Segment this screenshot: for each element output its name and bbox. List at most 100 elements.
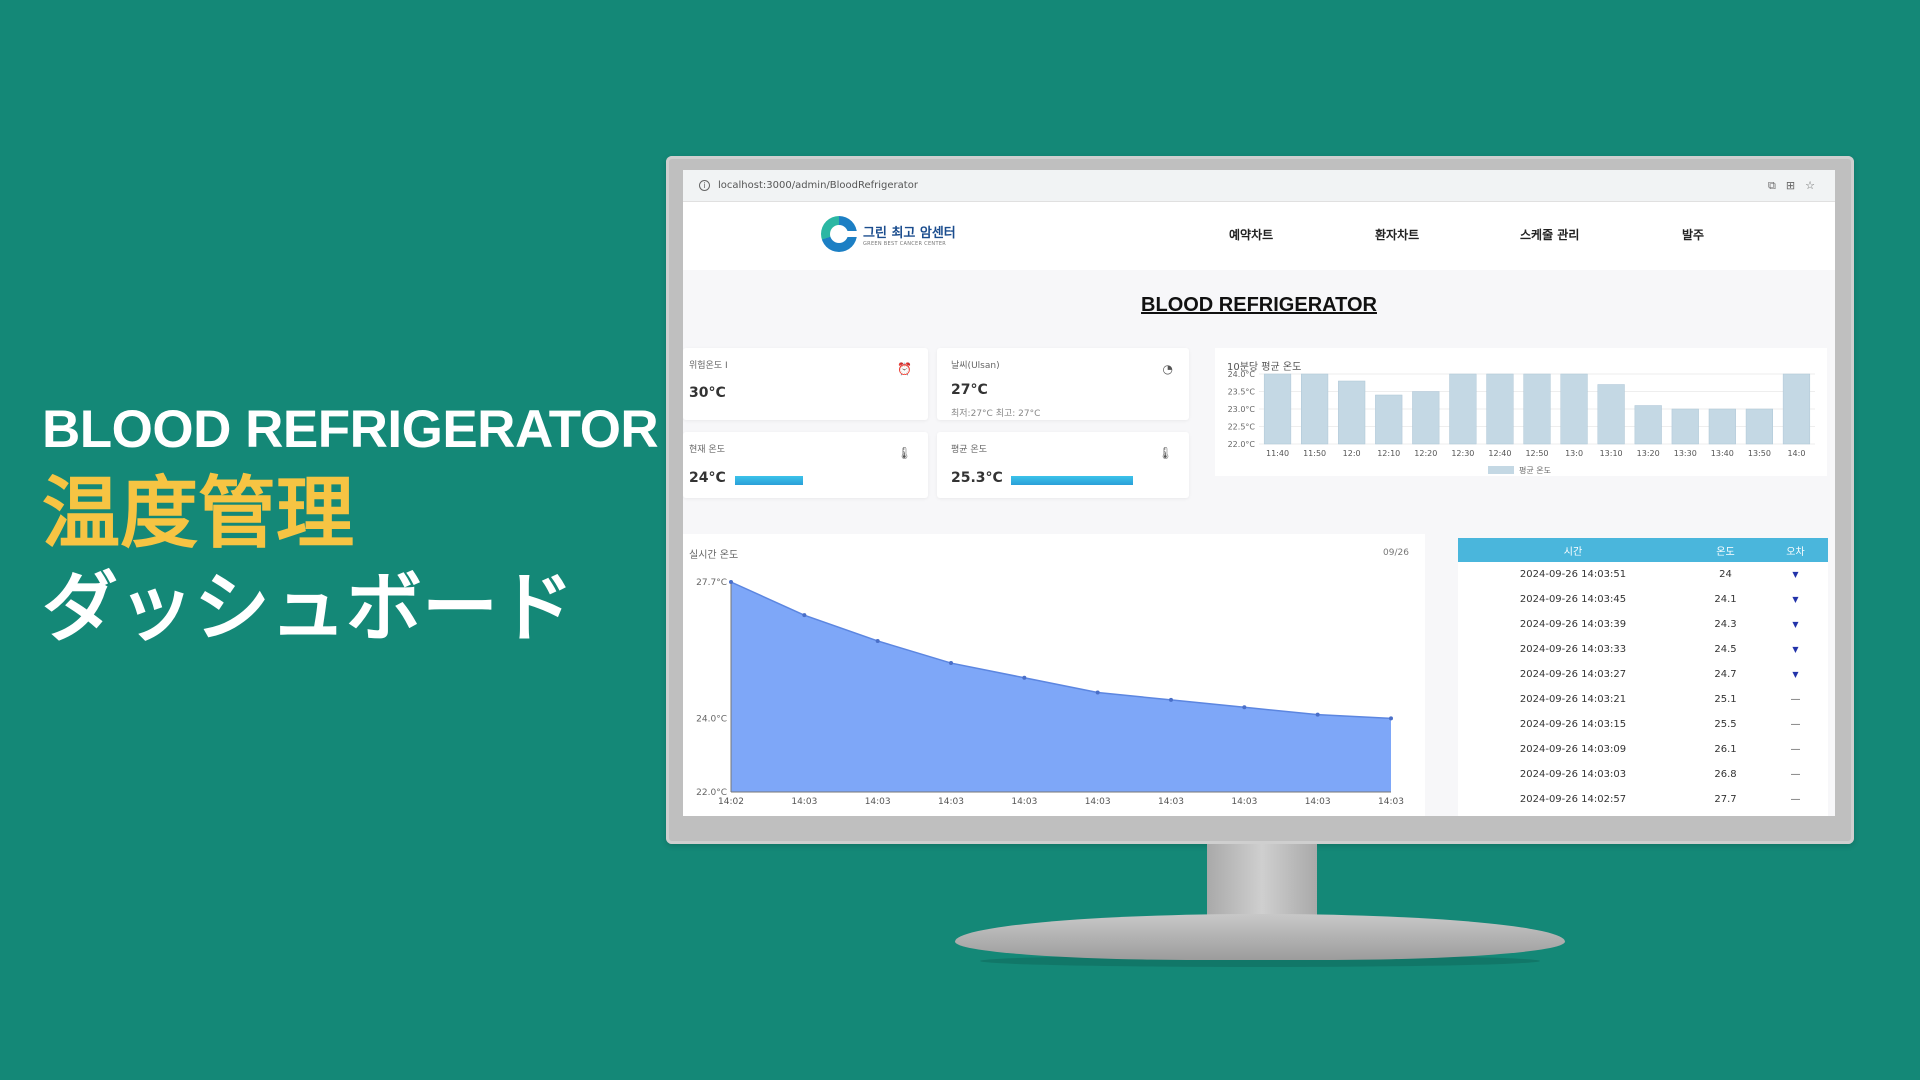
- area-chart-title: 실시간 온도: [689, 550, 739, 561]
- site-info-icon[interactable]: i: [699, 180, 710, 191]
- down-arrow-icon: ▼: [1792, 595, 1799, 604]
- row-temp: 24.5: [1714, 644, 1737, 655]
- current-temp-level-bar: [735, 476, 803, 485]
- site-header: 그린 최고 암센터 GREEN BEST CANCER CENTER 예약차트 …: [683, 202, 1835, 270]
- site-logo[interactable]: 그린 최고 암센터 GREEN BEST CANCER CENTER: [821, 216, 956, 252]
- area-point: [1389, 716, 1393, 721]
- row-temp: 25.5: [1714, 719, 1737, 730]
- row-temp: 25.1: [1714, 694, 1737, 705]
- table-row: 2024-09-26 14:03:33 24.5 ▼: [1458, 637, 1828, 662]
- row-temp: 24.7: [1714, 669, 1737, 680]
- bar: [1375, 394, 1403, 445]
- nav-order[interactable]: 발주: [1682, 228, 1705, 242]
- bar-x-tick-label: 12:30: [1451, 449, 1474, 458]
- browser-url-bar[interactable]: i localhost:3000/admin/BloodRefrigerator…: [683, 170, 1835, 202]
- dash-icon: —: [1790, 794, 1801, 805]
- nav-schedule-management[interactable]: 스케줄 관리: [1520, 228, 1580, 242]
- thermometer-icon: 🌡: [1157, 446, 1173, 460]
- dash-icon: —: [1790, 694, 1801, 705]
- bar-y-tick-label: 23.0°C: [1228, 405, 1256, 414]
- temperature-log-table: 시간 온도 오차 2024-09-26 14:03:51 24 ▼ 2024-09-2…: [1458, 538, 1828, 816]
- bar-chart-title: 10분당 평균 온도: [1227, 362, 1302, 373]
- dash-icon: —: [1790, 719, 1801, 730]
- area-fill: [731, 582, 1391, 792]
- nav-patient-chart[interactable]: 환자차트: [1375, 228, 1420, 242]
- row-temp: 26.1: [1714, 744, 1737, 755]
- table-body: 2024-09-26 14:03:51 24 ▼ 2024-09-26 14:03:4…: [1458, 562, 1828, 812]
- bookmark-star-icon[interactable]: ☆: [1805, 179, 1815, 192]
- bar-x-tick-label: 13:10: [1600, 449, 1623, 458]
- bar-y-tick-label: 24.0°C: [1228, 370, 1256, 379]
- bar-chart-svg: 24.0°C 23.5°C 23.0°C 22.5°C 22.0°C 11:40 11:50…: [1228, 370, 1815, 475]
- row-time: 2024-09-26 14:03:33: [1519, 644, 1627, 655]
- bar-x-tick-label: 13:50: [1748, 449, 1771, 458]
- avg-temp-bar-chart-card: 10분당 평균 온도 24.0°C 23.5°C 23.0°C 22.5°C 22.0°…: [1215, 348, 1827, 476]
- danger-temp-value: 30°C: [689, 385, 726, 401]
- row-time: 2024-09-26 14:03:15: [1519, 719, 1627, 730]
- table-row: 2024-09-26 14:03:09 26.1 —: [1458, 737, 1828, 762]
- row-time: 2024-09-26 14:02:57: [1519, 794, 1627, 805]
- area-x-tick-label: 14:02: [718, 797, 744, 807]
- area-point: [1242, 705, 1247, 710]
- table-row: 2024-09-26 14:03:39 24.3 ▼: [1458, 612, 1828, 637]
- bar-x-tick-label: 13:30: [1674, 449, 1697, 458]
- bar-legend-swatch: [1488, 466, 1514, 474]
- area-point: [729, 580, 733, 584]
- row-time: 2024-09-26 14:03:03: [1519, 769, 1627, 780]
- average-temp-label: 평균 온도: [951, 445, 987, 455]
- average-temp-card: 평균 온도 25.3°C 🌡: [937, 432, 1189, 498]
- area-point: [1315, 712, 1320, 717]
- row-time: 2024-09-26 14:03:27: [1519, 669, 1627, 680]
- area-x-tick-label: 14:03: [1011, 797, 1037, 807]
- weather-label: 날씨(Ulsan): [951, 361, 1000, 371]
- bar: [1412, 391, 1440, 445]
- row-temp: 24.1: [1714, 594, 1737, 605]
- down-arrow-icon: ▼: [1792, 620, 1799, 629]
- logo-mark-icon: [821, 216, 857, 252]
- promo-title-jp: 温度管理: [42, 469, 355, 559]
- dash-icon: —: [1790, 769, 1801, 780]
- alarm-icon: ⏰: [897, 362, 912, 376]
- area-x-tick-label: 14:03: [1231, 797, 1257, 807]
- bar: [1560, 373, 1588, 445]
- area-y-tick-label: 24.0°C: [696, 714, 727, 724]
- bar: [1782, 373, 1811, 445]
- row-temp: 24.3: [1714, 619, 1737, 630]
- bar-y-tick-label: 23.5°C: [1228, 388, 1256, 397]
- area-x-tick-label: 14:03: [1085, 797, 1111, 807]
- monitor-screen: i localhost:3000/admin/BloodRefrigerator…: [683, 170, 1835, 816]
- install-app-icon[interactable]: ⧉: [1768, 179, 1776, 192]
- danger-temp-card: 위험온도 I 30°C ⏰: [683, 348, 928, 420]
- col-header-temp: 온도: [1716, 546, 1735, 558]
- area-x-tick-label: 14:03: [791, 797, 817, 807]
- area-point: [949, 661, 953, 666]
- bar-x-tick-label: 12:0: [1343, 449, 1361, 458]
- bar-x-tick-label: 12:10: [1377, 449, 1400, 458]
- url-text[interactable]: localhost:3000/admin/BloodRefrigerator: [718, 180, 918, 191]
- row-temp: 24: [1719, 569, 1732, 580]
- logo-name-en: GREEN BEST CANCER CENTER: [863, 240, 947, 247]
- realtime-temp-chart-card: 실시간 온도 09/26 27.7°C 24.0°C 22.0°C 14:02 14:0…: [683, 534, 1425, 816]
- area-point: [1169, 697, 1173, 702]
- bar: [1338, 380, 1366, 445]
- promo-subtitle-jp: ダッシュボード: [42, 563, 574, 652]
- area-y-tick-label: 22.0°C: [696, 788, 727, 798]
- area-chart-date: 09/26: [1383, 548, 1409, 558]
- bar-x-tick-label: 12:50: [1525, 449, 1548, 458]
- area-x-tick-label: 14:03: [865, 797, 891, 807]
- nav-reservation-chart[interactable]: 예약차트: [1229, 228, 1274, 242]
- table-row: 2024-09-26 14:03:03 26.8 —: [1458, 762, 1828, 787]
- table-header: 시간 온도 오차: [1458, 538, 1828, 562]
- bar-x-tick-label: 12:20: [1414, 449, 1437, 458]
- average-temp-value: 25.3°C: [951, 470, 1003, 486]
- table-row: 2024-09-26 14:03:15 25.5 —: [1458, 712, 1828, 737]
- row-time: 2024-09-26 14:03:09: [1519, 744, 1627, 755]
- area-point: [1022, 675, 1027, 680]
- danger-temp-label: 위험온도 I: [689, 361, 728, 371]
- area-point: [875, 638, 880, 643]
- promo-title-en: BLOOD REFRIGERATOR: [42, 400, 659, 459]
- translate-icon[interactable]: ⊞: [1785, 179, 1796, 192]
- area-x-tick-label: 14:03: [938, 797, 964, 807]
- weather-icon: ◔: [1162, 362, 1173, 376]
- down-arrow-icon: ▼: [1792, 645, 1799, 654]
